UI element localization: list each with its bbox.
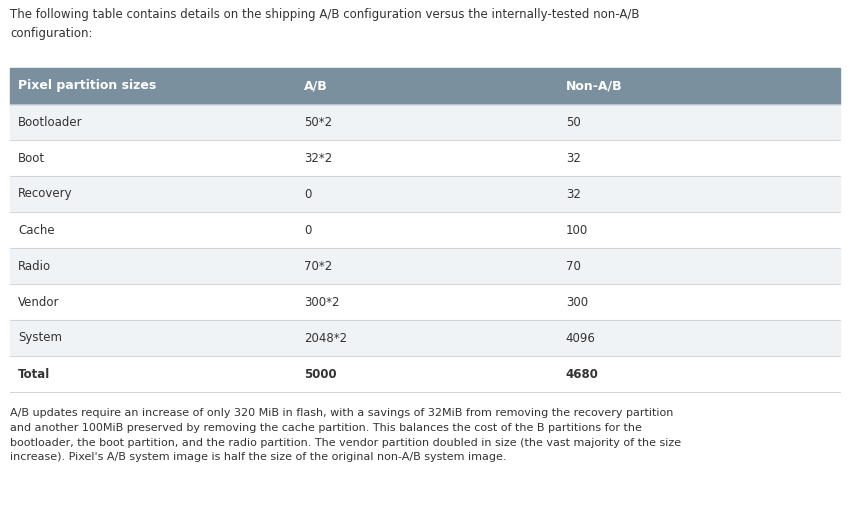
Text: Vendor: Vendor: [18, 296, 60, 308]
Text: The following table contains details on the shipping A/B configuration versus th: The following table contains details on …: [10, 8, 639, 40]
Text: 100: 100: [566, 224, 588, 236]
Text: 4096: 4096: [566, 332, 596, 344]
Text: 2048*2: 2048*2: [304, 332, 348, 344]
Bar: [10, 284, 840, 320]
Text: Bootloader: Bootloader: [18, 116, 82, 128]
Text: Cache: Cache: [18, 224, 54, 236]
Text: 5000: 5000: [304, 368, 337, 380]
Text: 50*2: 50*2: [304, 116, 332, 128]
Text: 300*2: 300*2: [304, 296, 340, 308]
Text: Pixel partition sizes: Pixel partition sizes: [18, 80, 156, 93]
Bar: [10, 320, 840, 356]
Text: 70: 70: [566, 260, 581, 272]
Bar: [10, 140, 840, 176]
Text: System: System: [18, 332, 62, 344]
Bar: [10, 248, 840, 284]
Text: 32: 32: [566, 152, 581, 164]
Text: A/B updates require an increase of only 320 MiB in flash, with a savings of 32Mi: A/B updates require an increase of only …: [10, 408, 681, 463]
Bar: [10, 176, 840, 212]
Bar: [10, 212, 840, 248]
Text: A/B: A/B: [304, 80, 328, 93]
Bar: [10, 356, 840, 392]
Text: 70*2: 70*2: [304, 260, 332, 272]
Text: Total: Total: [18, 368, 50, 380]
Text: Recovery: Recovery: [18, 188, 72, 200]
Text: 32*2: 32*2: [304, 152, 332, 164]
Text: 300: 300: [566, 296, 588, 308]
Bar: [10, 68, 840, 104]
Text: Non-A/B: Non-A/B: [566, 80, 622, 93]
Text: 32: 32: [566, 188, 581, 200]
Text: 0: 0: [304, 224, 312, 236]
Bar: [10, 104, 840, 140]
Text: 4680: 4680: [566, 368, 598, 380]
Text: Boot: Boot: [18, 152, 45, 164]
Text: 50: 50: [566, 116, 581, 128]
Text: 0: 0: [304, 188, 312, 200]
Text: Radio: Radio: [18, 260, 51, 272]
